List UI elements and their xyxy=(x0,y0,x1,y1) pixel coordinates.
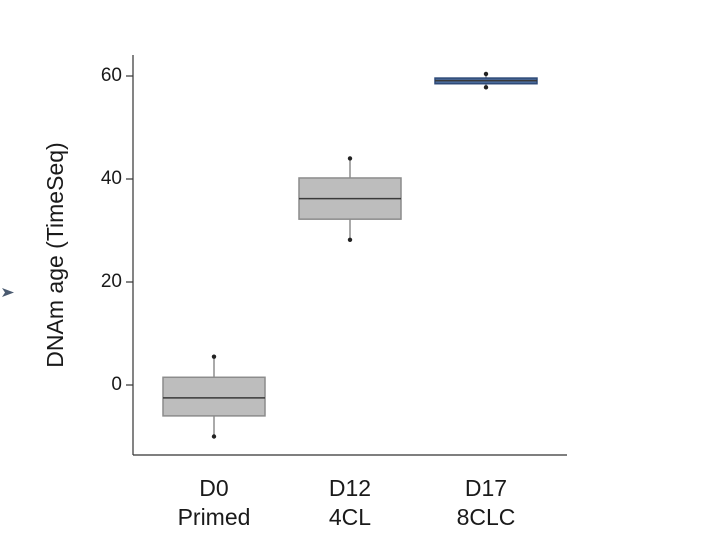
min-point xyxy=(347,237,353,242)
max-point xyxy=(211,354,217,359)
box-1 xyxy=(162,354,266,439)
box-3 xyxy=(434,71,538,90)
y-tick-label: 60 xyxy=(101,65,122,86)
min-point xyxy=(483,85,489,90)
x-tick-labels: D0 Primed D12 4CL D17 8CLC xyxy=(178,475,516,530)
y-tick-label: 20 xyxy=(101,271,122,292)
x-tick-label-line2: 4CL xyxy=(329,504,371,530)
max-point xyxy=(483,71,489,77)
y-tick-label: 0 xyxy=(111,374,122,395)
x-tick-label-line1: D17 xyxy=(465,475,507,501)
min-point xyxy=(211,434,217,439)
axes xyxy=(132,55,567,456)
x-tick-label-line2: Primed xyxy=(178,504,251,530)
y-ticks: 0 20 40 60 xyxy=(101,65,133,395)
y-tick-label: 40 xyxy=(101,168,122,189)
x-tick-label-line1: D0 xyxy=(199,475,228,501)
x-tick-label-line2: 8CLC xyxy=(457,504,516,530)
y-axis-label: DNAm age (TimeSeq) xyxy=(42,142,68,367)
box-2 xyxy=(298,156,402,242)
max-point xyxy=(347,156,353,161)
boxes xyxy=(162,71,538,439)
side-arrow-marker xyxy=(2,288,14,297)
box-iqr xyxy=(162,376,266,417)
x-tick-label-line1: D12 xyxy=(329,475,371,501)
